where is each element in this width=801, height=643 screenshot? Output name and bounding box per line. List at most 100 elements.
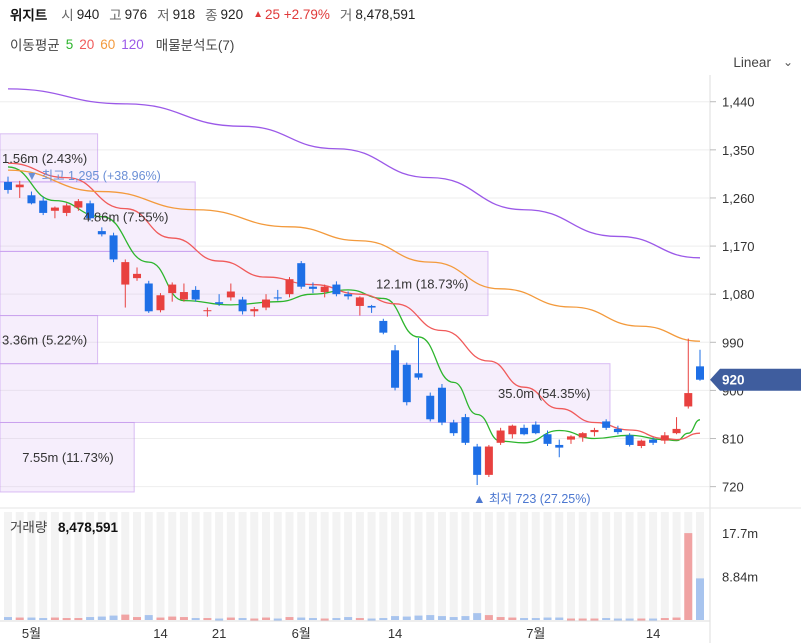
volume-slot: [109, 512, 118, 620]
volume-slot: [156, 512, 165, 620]
candle[interactable]: [402, 362, 411, 406]
candle[interactable]: [637, 439, 646, 449]
candle[interactable]: [133, 267, 142, 281]
candle[interactable]: [496, 427, 505, 445]
candle[interactable]: [238, 296, 247, 315]
candle[interactable]: [320, 284, 329, 298]
volume-summary-value: 8,478,591: [355, 6, 416, 22]
candle[interactable]: [590, 427, 599, 437]
ma-20-legend[interactable]: 20: [79, 36, 95, 52]
candle[interactable]: [4, 176, 12, 194]
candle[interactable]: [27, 191, 36, 205]
candle[interactable]: [273, 289, 282, 301]
volume-profile-bar: [0, 363, 611, 423]
candle[interactable]: [672, 417, 681, 435]
candle[interactable]: [39, 196, 48, 216]
candle[interactable]: [144, 280, 153, 313]
highest-price-marker: ▼ 최고 1,295 (+38.96%): [26, 169, 161, 183]
volume-slot: [402, 512, 411, 620]
candle[interactable]: [179, 283, 188, 302]
volume-profile-label: 3.36m (5.22%): [2, 333, 87, 348]
candle[interactable]: [414, 338, 423, 380]
volume-slot: [426, 512, 435, 620]
candle[interactable]: [285, 277, 294, 298]
candle[interactable]: [226, 283, 235, 301]
candle[interactable]: [121, 259, 130, 308]
volume-panel-label: 거래량: [10, 520, 47, 535]
candle-body: [578, 433, 587, 438]
candle[interactable]: [191, 286, 200, 302]
candle-body: [15, 184, 24, 188]
volume-slot: [226, 512, 235, 620]
volume-slot: [391, 512, 400, 620]
candle[interactable]: [520, 424, 529, 436]
candle-body: [461, 417, 470, 443]
volume-bar: [4, 617, 12, 620]
scale-toggle[interactable]: Linear ⌄: [733, 52, 793, 72]
candle[interactable]: [215, 294, 224, 306]
candle[interactable]: [696, 349, 704, 381]
candle[interactable]: [391, 344, 400, 391]
volume-profile-label: 7.55m (11.73%): [22, 450, 114, 465]
candle-body: [50, 207, 59, 211]
candle[interactable]: [473, 443, 482, 486]
ma-60-legend[interactable]: 60: [100, 36, 116, 52]
candle[interactable]: [437, 383, 446, 426]
candle[interactable]: [566, 435, 575, 444]
candle[interactable]: [508, 424, 517, 439]
candle[interactable]: [355, 296, 364, 316]
ma-120-legend[interactable]: 120: [121, 36, 144, 52]
candle[interactable]: [625, 433, 634, 447]
candle[interactable]: [308, 282, 317, 294]
candle[interactable]: [461, 413, 470, 445]
volume-bar: [179, 617, 188, 620]
candle[interactable]: [426, 392, 435, 422]
candle-body: [449, 422, 458, 434]
candle[interactable]: [203, 307, 212, 317]
candle[interactable]: [602, 419, 611, 430]
candle[interactable]: [379, 318, 388, 335]
candle[interactable]: [297, 261, 306, 289]
moving-average-label[interactable]: 이동평균: [10, 38, 60, 53]
candle[interactable]: [332, 281, 341, 297]
candle[interactable]: [449, 419, 458, 436]
candle-body: [133, 273, 142, 279]
candle[interactable]: [660, 432, 669, 444]
candle[interactable]: [543, 430, 552, 447]
volume-profile-legend[interactable]: 매물분석도(7): [155, 38, 235, 53]
candle[interactable]: [555, 439, 564, 458]
candle[interactable]: [262, 294, 271, 311]
candle[interactable]: [344, 291, 353, 300]
volume-slot: [578, 512, 587, 620]
candle[interactable]: [156, 293, 165, 313]
candle[interactable]: [531, 421, 540, 435]
candle-body: [508, 425, 517, 435]
candle[interactable]: [250, 307, 259, 317]
candle[interactable]: [578, 432, 587, 442]
volume-bar: [15, 617, 24, 620]
candle[interactable]: [484, 444, 493, 478]
ma-5-line: [7, 166, 701, 444]
candle[interactable]: [15, 180, 24, 198]
candle[interactable]: [168, 282, 177, 302]
candle[interactable]: [367, 304, 376, 313]
candle[interactable]: [109, 232, 118, 263]
candle-body: [191, 289, 200, 300]
date-tick-label: 21: [212, 626, 226, 641]
candle-body: [215, 302, 224, 304]
candle[interactable]: [86, 200, 95, 221]
candle[interactable]: [74, 199, 83, 211]
volume-bar: [332, 618, 341, 621]
candle[interactable]: [684, 338, 693, 409]
volume-bar: [27, 617, 36, 620]
volume-bar: [156, 617, 165, 620]
ma-5-legend[interactable]: 5: [65, 36, 74, 52]
candle[interactable]: [649, 437, 658, 445]
candle[interactable]: [97, 227, 106, 237]
candle[interactable]: [62, 203, 71, 217]
candle[interactable]: [50, 206, 59, 219]
volume-bar: [449, 617, 458, 620]
candle[interactable]: [613, 425, 622, 435]
